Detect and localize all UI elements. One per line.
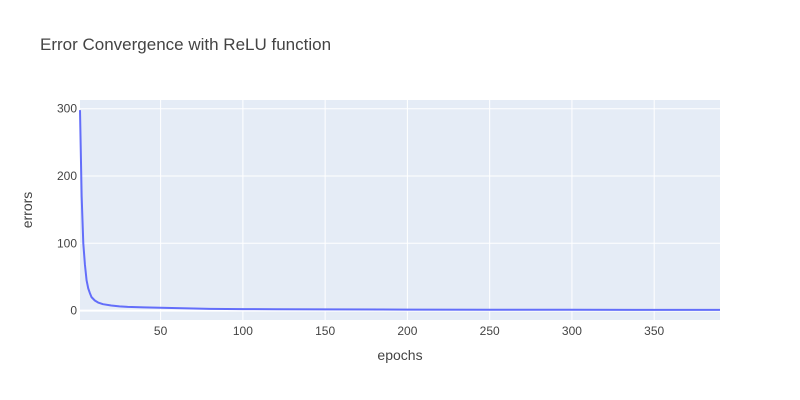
x-tick-label: 150 [315, 324, 335, 338]
series-layer [79, 110, 721, 311]
series-line [79, 110, 721, 311]
x-axis-title: epochs [377, 347, 422, 363]
x-tick-label: 350 [644, 324, 664, 338]
x-tick-label: 200 [397, 324, 417, 338]
x-tick-label: 50 [154, 324, 168, 338]
tick-labels: 50 100 150 200 250 300 350 0 100 200 300 [57, 102, 665, 338]
chart-title: Error Convergence with ReLU function [40, 35, 331, 54]
x-tick-label: 100 [233, 324, 253, 338]
y-tick-label: 100 [57, 236, 77, 250]
y-axis-title: errors [19, 192, 35, 229]
y-tick-label: 300 [57, 102, 77, 116]
y-tick-label: 200 [57, 169, 77, 183]
x-tick-label: 250 [480, 324, 500, 338]
y-tick-label: 0 [70, 304, 77, 318]
plot-area [80, 100, 720, 320]
x-tick-label: 300 [562, 324, 582, 338]
